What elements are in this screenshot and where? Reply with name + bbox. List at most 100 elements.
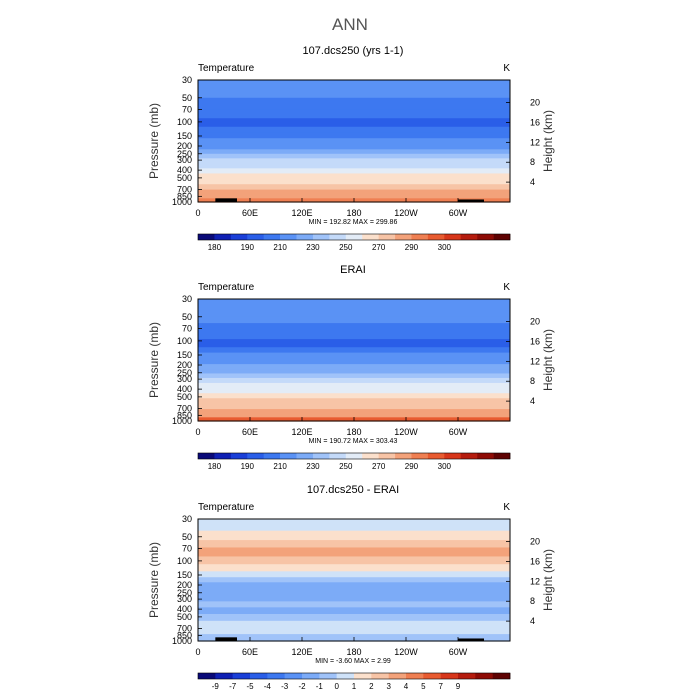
colorbar-swatch — [378, 234, 396, 240]
x-tick-label: 60E — [242, 647, 258, 657]
colorbar-swatch — [302, 673, 320, 679]
colorbar-swatch — [427, 453, 445, 459]
colorbar-swatch — [198, 234, 215, 240]
colorbar-swatch — [198, 453, 215, 459]
y-tick-label: 50 — [182, 312, 192, 322]
y-tick-label: 150 — [177, 570, 192, 580]
data-band — [198, 178, 510, 185]
y-tick-label: 50 — [182, 93, 192, 103]
y-tick-label: 30 — [182, 75, 192, 85]
colorbar-swatch — [493, 453, 511, 459]
data-band — [198, 398, 510, 405]
data-band — [198, 607, 510, 615]
colorbar-label: 210 — [273, 243, 287, 252]
y-tick-label: 300 — [177, 594, 192, 604]
colorbar-swatch — [362, 453, 379, 459]
chart-title: 107.dcs250 - ERAI — [307, 484, 399, 496]
colorbar-swatch — [378, 453, 396, 459]
colorbar-swatch — [362, 234, 379, 240]
units-label: K — [503, 502, 510, 513]
colorbar-swatch — [371, 673, 389, 679]
colorbar-label: -7 — [229, 682, 237, 691]
colorbar-label: 7 — [438, 682, 443, 691]
data-band — [198, 601, 510, 608]
colorbar-label: 300 — [438, 243, 452, 252]
x-tick-label: 60E — [242, 208, 258, 218]
height-tick-label: 16 — [530, 336, 540, 346]
x-tick-label: 0 — [195, 208, 200, 218]
data-band — [198, 587, 510, 595]
x-tick-label: 60W — [449, 647, 468, 657]
x-tick-label: 120W — [394, 647, 418, 657]
colorbar-swatch — [444, 453, 462, 459]
colorbar-swatch — [263, 234, 281, 240]
data-band — [198, 97, 510, 105]
height-tick-label: 8 — [530, 596, 535, 606]
data-band — [198, 144, 510, 150]
colorbar-label: 210 — [273, 462, 287, 471]
colorbar-swatch — [395, 453, 412, 459]
data-band — [198, 620, 510, 630]
height-tick-label: 16 — [530, 117, 540, 127]
data-band — [198, 173, 510, 180]
colorbar-label: -3 — [281, 682, 289, 691]
data-band — [198, 377, 510, 384]
y-tick-label: 850 — [177, 410, 192, 420]
colorbar-label: 180 — [208, 462, 222, 471]
colorbar-label: 290 — [405, 462, 419, 471]
chart-title: ERAI — [340, 264, 366, 276]
y-tick-label: 70 — [182, 543, 192, 553]
colorbar-swatch — [280, 453, 297, 459]
colorbar-swatch — [492, 673, 511, 679]
y-tick-label: 700 — [177, 185, 192, 195]
colorbar-swatch — [284, 673, 303, 679]
data-band — [198, 382, 510, 389]
data-band — [198, 547, 510, 558]
colorbar-swatch — [329, 234, 347, 240]
colorbar-swatch — [458, 673, 476, 679]
y-tick-label: 1000 — [172, 197, 192, 207]
y2-axis-title: Height (km) — [541, 329, 555, 391]
data-band — [198, 577, 510, 583]
colorbar-swatch — [312, 234, 330, 240]
data-band — [198, 530, 510, 541]
y-tick-label: 150 — [177, 350, 192, 360]
data-band — [198, 168, 510, 175]
colorbar-label: 230 — [306, 243, 320, 252]
data-band — [198, 403, 510, 410]
y-tick-label: 400 — [177, 384, 192, 394]
colorbar-swatch — [329, 453, 347, 459]
colorbar-swatch — [395, 234, 412, 240]
data-band — [198, 409, 510, 415]
colorbar-label: -4 — [264, 682, 272, 691]
height-tick-label: 20 — [530, 317, 540, 327]
data-band — [198, 519, 510, 532]
height-tick-label: 4 — [530, 396, 535, 406]
colorbar-label: 190 — [241, 243, 255, 252]
x-tick-label: 120W — [394, 427, 418, 437]
colorbar-label: -2 — [298, 682, 306, 691]
colorbar-label: 270 — [372, 462, 386, 471]
colorbar-swatch — [477, 453, 494, 459]
x-tick-label: 0 — [195, 427, 200, 437]
chart-title: 107.dcs250 (yrs 1-1) — [303, 45, 404, 57]
height-tick-label: 8 — [530, 157, 535, 167]
data-band — [198, 189, 510, 195]
x-tick-label: 120E — [291, 208, 312, 218]
height-tick-label: 4 — [530, 177, 535, 187]
colorbar-swatch — [312, 453, 330, 459]
height-tick-label: 8 — [530, 376, 535, 386]
data-band — [198, 388, 510, 394]
y-tick-label: 100 — [177, 117, 192, 127]
data-band — [198, 132, 510, 139]
units-label: K — [503, 282, 510, 293]
height-tick-label: 20 — [530, 537, 540, 547]
data-band — [198, 352, 510, 359]
colorbar-frame — [197, 672, 511, 680]
data-band — [198, 556, 510, 565]
colorbar-swatch — [427, 234, 445, 240]
x-tick-label: 0 — [195, 647, 200, 657]
colorbar-label: 270 — [372, 243, 386, 252]
